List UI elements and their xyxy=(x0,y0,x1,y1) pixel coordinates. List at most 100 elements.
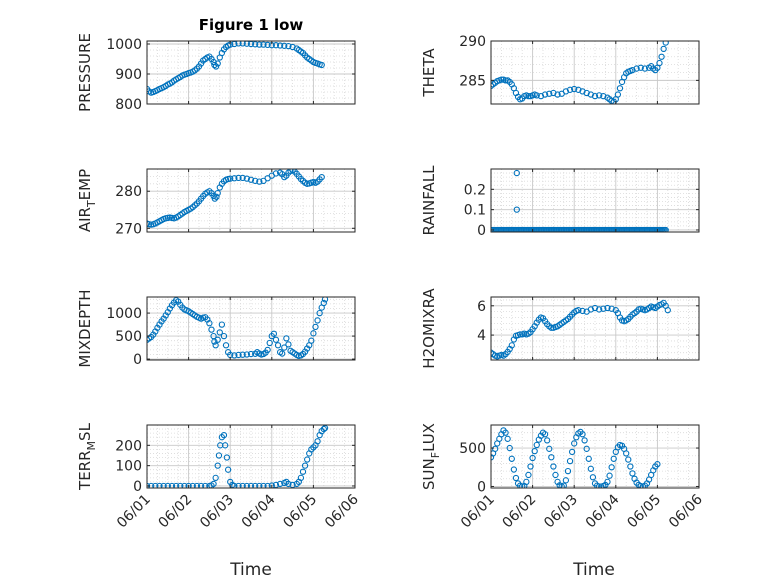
data-point xyxy=(147,220,151,227)
y-label-main: THETA xyxy=(420,48,438,98)
subplot-rainfall: 0 0.1 0.2 RAINFALL xyxy=(420,165,700,239)
data-point xyxy=(548,324,555,331)
data-point xyxy=(610,455,617,462)
y-tick-label: 4 xyxy=(477,328,486,344)
data-point xyxy=(321,297,329,303)
data-point xyxy=(320,299,327,307)
data-point xyxy=(562,477,570,484)
data-point xyxy=(316,309,323,317)
x-axis-label-right: Time xyxy=(572,560,615,580)
data-series-h2omixra xyxy=(491,299,671,360)
data-point xyxy=(220,332,228,340)
data-point xyxy=(252,482,259,488)
data-point xyxy=(231,175,238,182)
y-tick-label: 800 xyxy=(115,97,142,113)
data-point xyxy=(256,178,263,185)
data-point xyxy=(177,482,184,488)
data-point xyxy=(227,175,234,182)
data-point xyxy=(297,474,305,481)
data-point xyxy=(285,480,292,488)
y-tick-label: 0.1 xyxy=(464,203,486,219)
data-point xyxy=(260,482,267,488)
y-axis-label-terr_msl: TERRMSL xyxy=(76,422,98,491)
data-point xyxy=(239,41,246,47)
data-series-rainfall xyxy=(491,169,669,232)
data-point xyxy=(211,195,218,202)
data-point xyxy=(272,336,280,343)
data-point xyxy=(181,482,188,488)
data-point xyxy=(527,463,534,470)
y-axis-label-theta: THETA xyxy=(420,48,438,98)
data-point xyxy=(222,342,230,349)
axes-frame-rainfall xyxy=(490,168,700,233)
data-point xyxy=(523,478,530,486)
data-point xyxy=(513,169,520,177)
data-point xyxy=(270,330,278,337)
data-point xyxy=(608,305,615,312)
data-point xyxy=(239,174,246,182)
data-point xyxy=(662,41,669,46)
data-point xyxy=(256,41,263,48)
data-point xyxy=(274,342,282,349)
axes-frame-h2omixra xyxy=(490,296,700,361)
data-point xyxy=(281,42,288,49)
data-point xyxy=(285,42,292,50)
data-point xyxy=(211,338,218,345)
data-point xyxy=(231,352,238,359)
data-point xyxy=(616,85,624,92)
data-point xyxy=(581,437,588,444)
data-point xyxy=(491,82,495,90)
data-point xyxy=(210,480,217,488)
y-tick-label: 0 xyxy=(133,352,142,368)
y-axis-label-pressure: PRESSURE xyxy=(76,33,94,112)
data-point xyxy=(239,351,246,358)
data-point xyxy=(197,482,205,488)
data-point xyxy=(243,482,250,488)
y-label-main: H2OMIXRA xyxy=(420,288,438,369)
axes-frame-theta xyxy=(490,40,700,105)
data-point xyxy=(220,432,228,439)
y-axis-label-sun_flux: SUNFLUX xyxy=(420,423,442,490)
y-label-main: AIR xyxy=(76,207,94,232)
data-point xyxy=(279,350,286,357)
data-point xyxy=(513,206,520,213)
data-point xyxy=(508,342,515,349)
data-point xyxy=(235,482,242,488)
y-tick-label: 1000 xyxy=(106,306,142,322)
data-point xyxy=(637,64,644,71)
data-point xyxy=(564,467,572,475)
data-point xyxy=(152,482,159,488)
data-series-mixdepth xyxy=(147,297,329,360)
data-point xyxy=(541,91,549,98)
subplot-mixdepth: 0 500 1000 MIXDEPTH xyxy=(76,289,356,368)
data-point xyxy=(276,42,284,49)
data-point xyxy=(546,90,553,97)
data-point xyxy=(206,320,213,327)
data-point xyxy=(596,92,603,99)
data-point xyxy=(627,463,634,470)
data-point xyxy=(212,342,219,349)
y-tick-label: 1000 xyxy=(106,37,142,53)
y-label-main: TERR xyxy=(76,450,94,491)
data-point xyxy=(214,189,221,197)
data-point xyxy=(214,462,221,469)
data-point xyxy=(585,455,592,462)
data-point xyxy=(320,425,327,433)
data-point xyxy=(498,76,505,83)
data-point xyxy=(608,464,615,471)
x-axis-label-left: Time xyxy=(229,560,272,580)
data-point xyxy=(285,341,292,348)
data-point xyxy=(243,175,250,182)
data-point xyxy=(260,41,267,48)
data-point xyxy=(604,304,611,312)
y-tick-label: 100 xyxy=(115,459,142,475)
data-point xyxy=(656,59,663,67)
data-point xyxy=(560,482,567,488)
data-point xyxy=(256,482,263,488)
data-point xyxy=(544,437,551,444)
data-point xyxy=(658,53,665,60)
data-series-sun_flux xyxy=(491,427,661,488)
data-point xyxy=(654,461,661,468)
data-point xyxy=(202,482,209,488)
y-tick-label: 500 xyxy=(115,329,142,345)
